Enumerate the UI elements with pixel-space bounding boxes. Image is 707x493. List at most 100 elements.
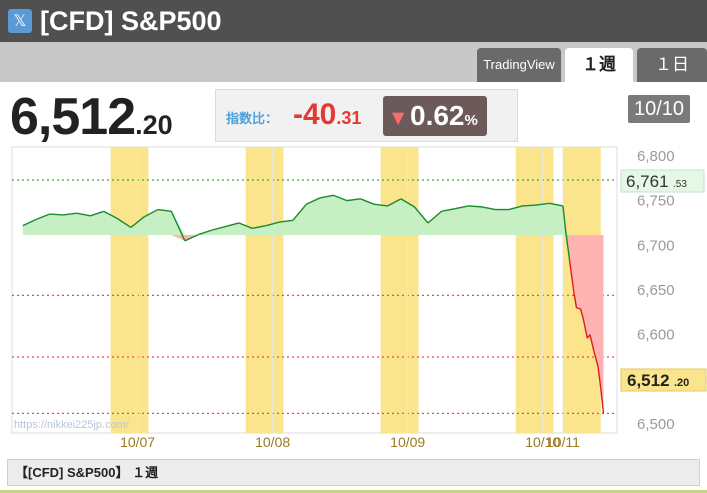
caption-title: [CFD] S&P500	[28, 465, 116, 480]
price-segment	[481, 206, 496, 211]
price-segment	[569, 261, 575, 292]
tab-strip: TradingView １週 １日	[0, 42, 707, 82]
price-segment	[346, 198, 361, 202]
change-percent: 0.62%	[410, 100, 478, 132]
y-tick-label: 6,600	[637, 327, 675, 344]
price-segment	[600, 388, 605, 414]
price-segment	[582, 318, 588, 339]
price-segment	[49, 213, 64, 216]
price-segment	[454, 205, 469, 210]
down-arrow-icon: ▼	[392, 108, 405, 127]
price-segment	[170, 211, 186, 242]
price-segment	[22, 218, 37, 227]
y-tick-label: 6,650	[637, 282, 675, 299]
x-tick-label: 10/10	[525, 434, 560, 450]
change-percent-value: 0.62	[410, 100, 465, 131]
date-badge: 10/10	[628, 95, 690, 123]
change-panel: 指数比： -40.31 ▼ 0.62%	[215, 89, 518, 142]
last-price-label: 6,512 .20	[620, 368, 707, 392]
prev-close-decimal: .53	[673, 179, 687, 190]
up-area	[22, 195, 604, 236]
last-price-integer: 6,512	[627, 371, 670, 390]
price-segment	[292, 203, 307, 221]
price-segment	[576, 307, 581, 310]
y-tick-label: 6,750	[637, 193, 675, 210]
price-segment	[198, 229, 213, 236]
price-segment	[157, 208, 172, 213]
title-bar: 𝕏 [CFD] S&P500	[0, 0, 707, 42]
price-segment	[76, 212, 91, 217]
price-segment	[225, 222, 240, 228]
price-segment	[508, 205, 523, 211]
price-segment	[387, 198, 402, 207]
price-segment	[579, 308, 584, 319]
price-segment	[589, 334, 595, 352]
y-tick-label: 6,700	[637, 237, 675, 254]
session-bands	[110, 147, 601, 433]
price-segment	[36, 213, 51, 221]
price-segment	[441, 207, 456, 213]
price-segment	[144, 208, 159, 218]
price-segment	[427, 210, 442, 224]
price-segment	[103, 210, 118, 220]
price-segment	[130, 216, 145, 228]
price-segment	[265, 221, 280, 227]
price-segment	[373, 203, 388, 207]
price-integer: 6,512	[10, 88, 136, 146]
prev-close-label: 6,761 .53	[620, 169, 705, 193]
chart-caption: 【[CFD] S&P500】 １週	[7, 459, 700, 486]
y-tick-label: 6,500	[637, 416, 675, 433]
prev-close-integer: 6,761	[626, 172, 669, 191]
x-tick-label: 10/07	[120, 434, 155, 450]
price-segment	[535, 202, 550, 206]
price-segment	[211, 225, 226, 231]
price-segment	[116, 217, 132, 229]
tab-1-week[interactable]: １週	[565, 48, 633, 82]
price-segment	[573, 291, 578, 308]
session-band	[110, 147, 149, 433]
price-segment	[562, 205, 567, 232]
x-tick-label: 10/08	[255, 434, 290, 450]
tab-tradingview[interactable]: TradingView	[477, 48, 561, 82]
change-decimal: .31	[336, 108, 362, 128]
price-segment	[400, 198, 415, 208]
x-logo-icon[interactable]: 𝕏	[8, 9, 32, 33]
price-segment	[238, 222, 253, 229]
percent-symbol: %	[464, 112, 478, 129]
price-segment	[306, 197, 321, 205]
session-band	[245, 147, 284, 433]
price-decimal: .20	[135, 110, 173, 140]
session-band	[380, 147, 419, 433]
tab-1-day[interactable]: １日	[637, 48, 707, 82]
x-tick-label: 10/11	[546, 434, 580, 450]
price-segment	[413, 206, 429, 224]
grid-lines	[12, 147, 617, 433]
current-price: 6,512.20	[10, 88, 173, 159]
price-segment	[333, 194, 348, 202]
watermark: https://nikkei225jp.com/	[14, 419, 130, 431]
price-segment	[184, 233, 199, 242]
price-segment	[319, 194, 334, 199]
page-title: [CFD] S&P500	[40, 6, 222, 36]
change-integer: -40	[293, 98, 337, 131]
price-segment	[468, 205, 483, 208]
y-tick-label: 6,800	[637, 148, 675, 165]
price-segment	[593, 351, 599, 368]
price-segment	[597, 366, 602, 389]
session-band	[515, 147, 554, 433]
price-segment	[360, 198, 375, 205]
x-tick-label: 10/09	[390, 434, 425, 450]
footer-divider	[0, 490, 707, 493]
price-segment	[252, 224, 267, 230]
price-segment	[522, 204, 537, 207]
price-segment	[90, 210, 105, 217]
price-segment	[549, 202, 564, 207]
price-series	[22, 194, 605, 414]
price-segment	[63, 212, 77, 216]
change-value: -40.31	[293, 98, 361, 132]
price-segment	[279, 219, 293, 223]
change-percent-badge: ▼ 0.62%	[383, 96, 487, 136]
